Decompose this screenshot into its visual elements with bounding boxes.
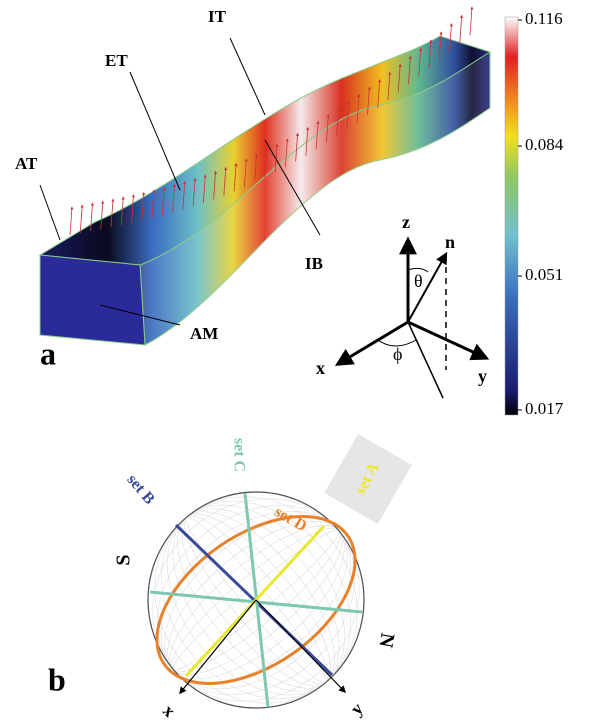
force-arrow — [470, 7, 472, 35]
set-label: set B — [123, 471, 158, 508]
colorbar — [505, 17, 518, 415]
panel-label: a — [40, 335, 56, 371]
beam-label: IT — [208, 7, 227, 26]
set-label: set C — [230, 438, 247, 472]
axis-label: θ — [414, 271, 423, 291]
colorbar-tick-label: 0.116 — [525, 9, 563, 28]
direction-label: N — [374, 631, 398, 650]
axis-label: x — [316, 358, 325, 378]
axis-label: y — [478, 366, 487, 386]
beam-label: AT — [15, 154, 38, 173]
axis-label: ϕ — [393, 344, 402, 364]
axis-label: z — [402, 212, 410, 232]
force-arrow — [460, 15, 462, 43]
axis-label: y — [346, 698, 367, 719]
panel-label: b — [48, 661, 66, 697]
axis-label: x — [159, 700, 180, 721]
colorbar-tick-label: 0.084 — [525, 135, 564, 154]
coordinate-axes — [338, 240, 486, 398]
axis-label: n — [445, 232, 455, 252]
figure: AT ET IT IB AM a z n θ x y ϕ 0.116 0.084 0… — [0, 0, 592, 724]
beam-label: AM — [190, 324, 218, 343]
colorbar-tick-label: 0.051 — [525, 265, 563, 284]
colorbar-tick-label: 0.017 — [525, 399, 564, 418]
direction-label: S — [113, 554, 135, 565]
force-arrow — [70, 207, 72, 235]
force-arrow — [80, 205, 82, 233]
beam-label: IB — [305, 254, 323, 273]
beam-label: ET — [105, 51, 128, 70]
